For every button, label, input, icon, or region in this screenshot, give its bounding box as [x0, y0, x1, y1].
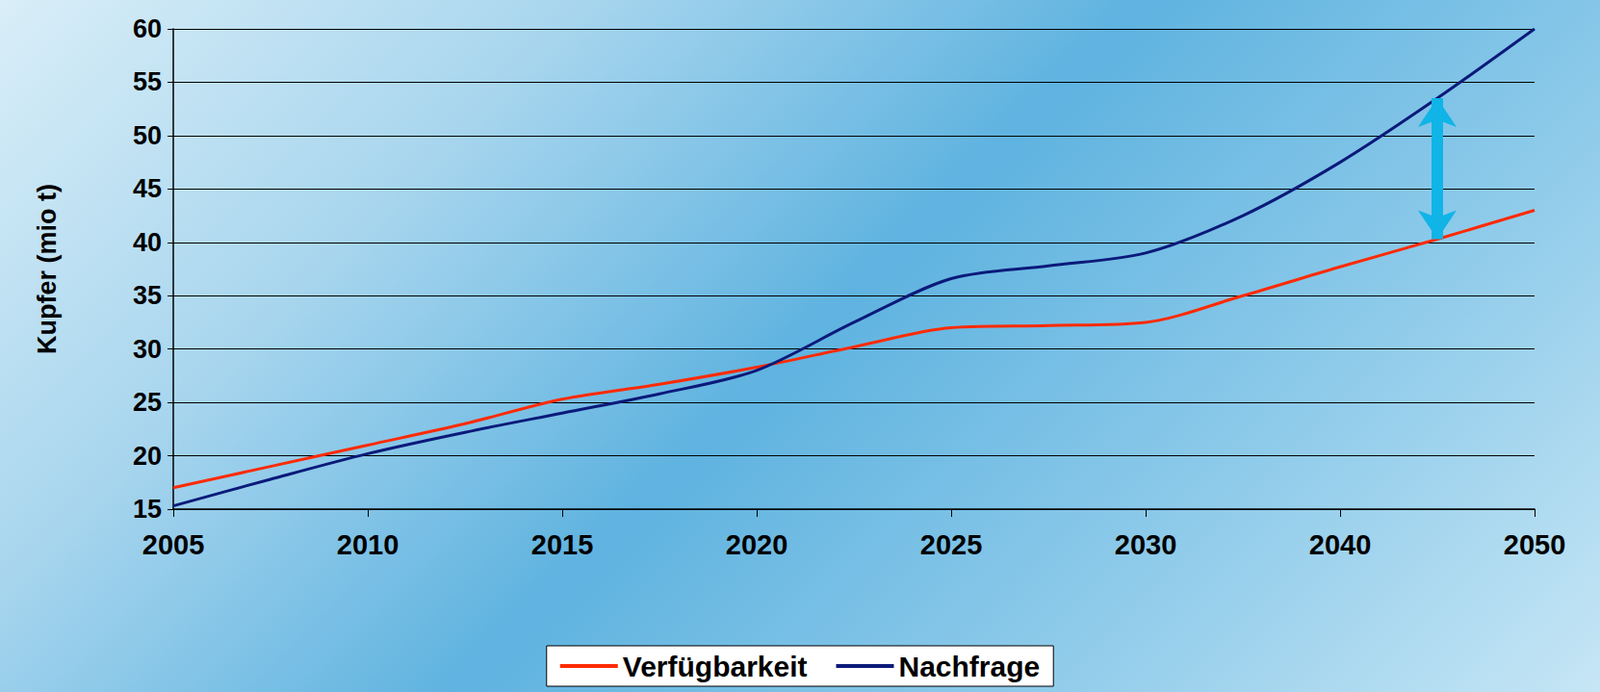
svg-text:35: 35 — [132, 281, 162, 310]
svg-text:2020: 2020 — [725, 529, 789, 561]
svg-text:2040: 2040 — [1309, 529, 1372, 561]
svg-text:40: 40 — [132, 228, 162, 258]
svg-text:2015: 2015 — [531, 529, 594, 561]
svg-text:15: 15 — [132, 494, 162, 524]
svg-text:Nachfrage: Nachfrage — [899, 650, 1041, 683]
svg-text:2025: 2025 — [920, 529, 983, 561]
svg-text:30: 30 — [132, 335, 162, 364]
svg-text:Verfügbarkeit: Verfügbarkeit — [622, 650, 808, 683]
svg-text:20: 20 — [132, 441, 162, 471]
svg-text:25: 25 — [132, 387, 162, 417]
svg-text:2005: 2005 — [142, 529, 206, 561]
svg-text:2030: 2030 — [1114, 529, 1178, 561]
svg-text:45: 45 — [132, 174, 162, 204]
svg-text:Kupfer (mio t): Kupfer (mio t) — [32, 183, 62, 355]
svg-text:55: 55 — [132, 67, 162, 97]
svg-text:50: 50 — [132, 121, 162, 151]
svg-text:60: 60 — [132, 14, 162, 44]
svg-text:2010: 2010 — [336, 529, 400, 561]
svg-text:2050: 2050 — [1503, 529, 1567, 561]
